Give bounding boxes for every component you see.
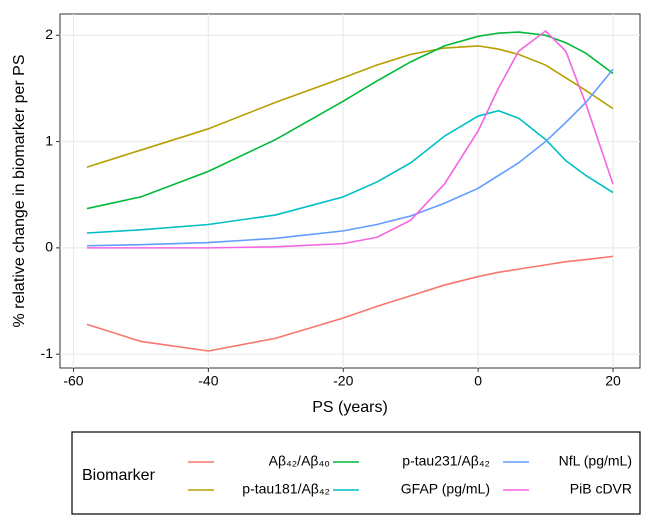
series-line	[86, 68, 614, 247]
x-tick-label: -60	[63, 373, 83, 389]
y-tick-label: 0	[45, 239, 53, 255]
x-tick-label: -40	[198, 373, 218, 389]
y-tick-label: 2	[45, 26, 53, 42]
y-tick-label: 1	[45, 132, 53, 148]
lines	[86, 29, 614, 352]
legend-label: Aβ₄₂/Aβ₄₀	[269, 453, 331, 469]
series-line	[86, 45, 614, 168]
legend-title: Biomarker	[82, 467, 156, 484]
legend-label: p-tau181/Aβ₄₂	[242, 481, 330, 497]
series-line	[86, 31, 614, 210]
y-tick-label: -1	[41, 345, 54, 361]
y-axis-label: % relative change in biomarker per PS	[11, 54, 28, 327]
series-line	[86, 29, 614, 249]
x-tick-label: -20	[333, 373, 353, 389]
legend-label: GFAP (pg/mL)	[401, 481, 490, 497]
legend-box	[71, 431, 641, 515]
x-axis-label: PS (years)	[312, 399, 388, 416]
series-line	[86, 109, 614, 234]
series-line	[86, 255, 614, 352]
legend-label: NfL (pg/mL)	[559, 453, 632, 469]
legend-label: PiB cDVR	[570, 481, 632, 497]
x-tick-label: 20	[605, 373, 621, 389]
legend-label: p-tau231/Aβ₄₂	[402, 453, 490, 469]
x-tick-label: 0	[474, 373, 482, 389]
